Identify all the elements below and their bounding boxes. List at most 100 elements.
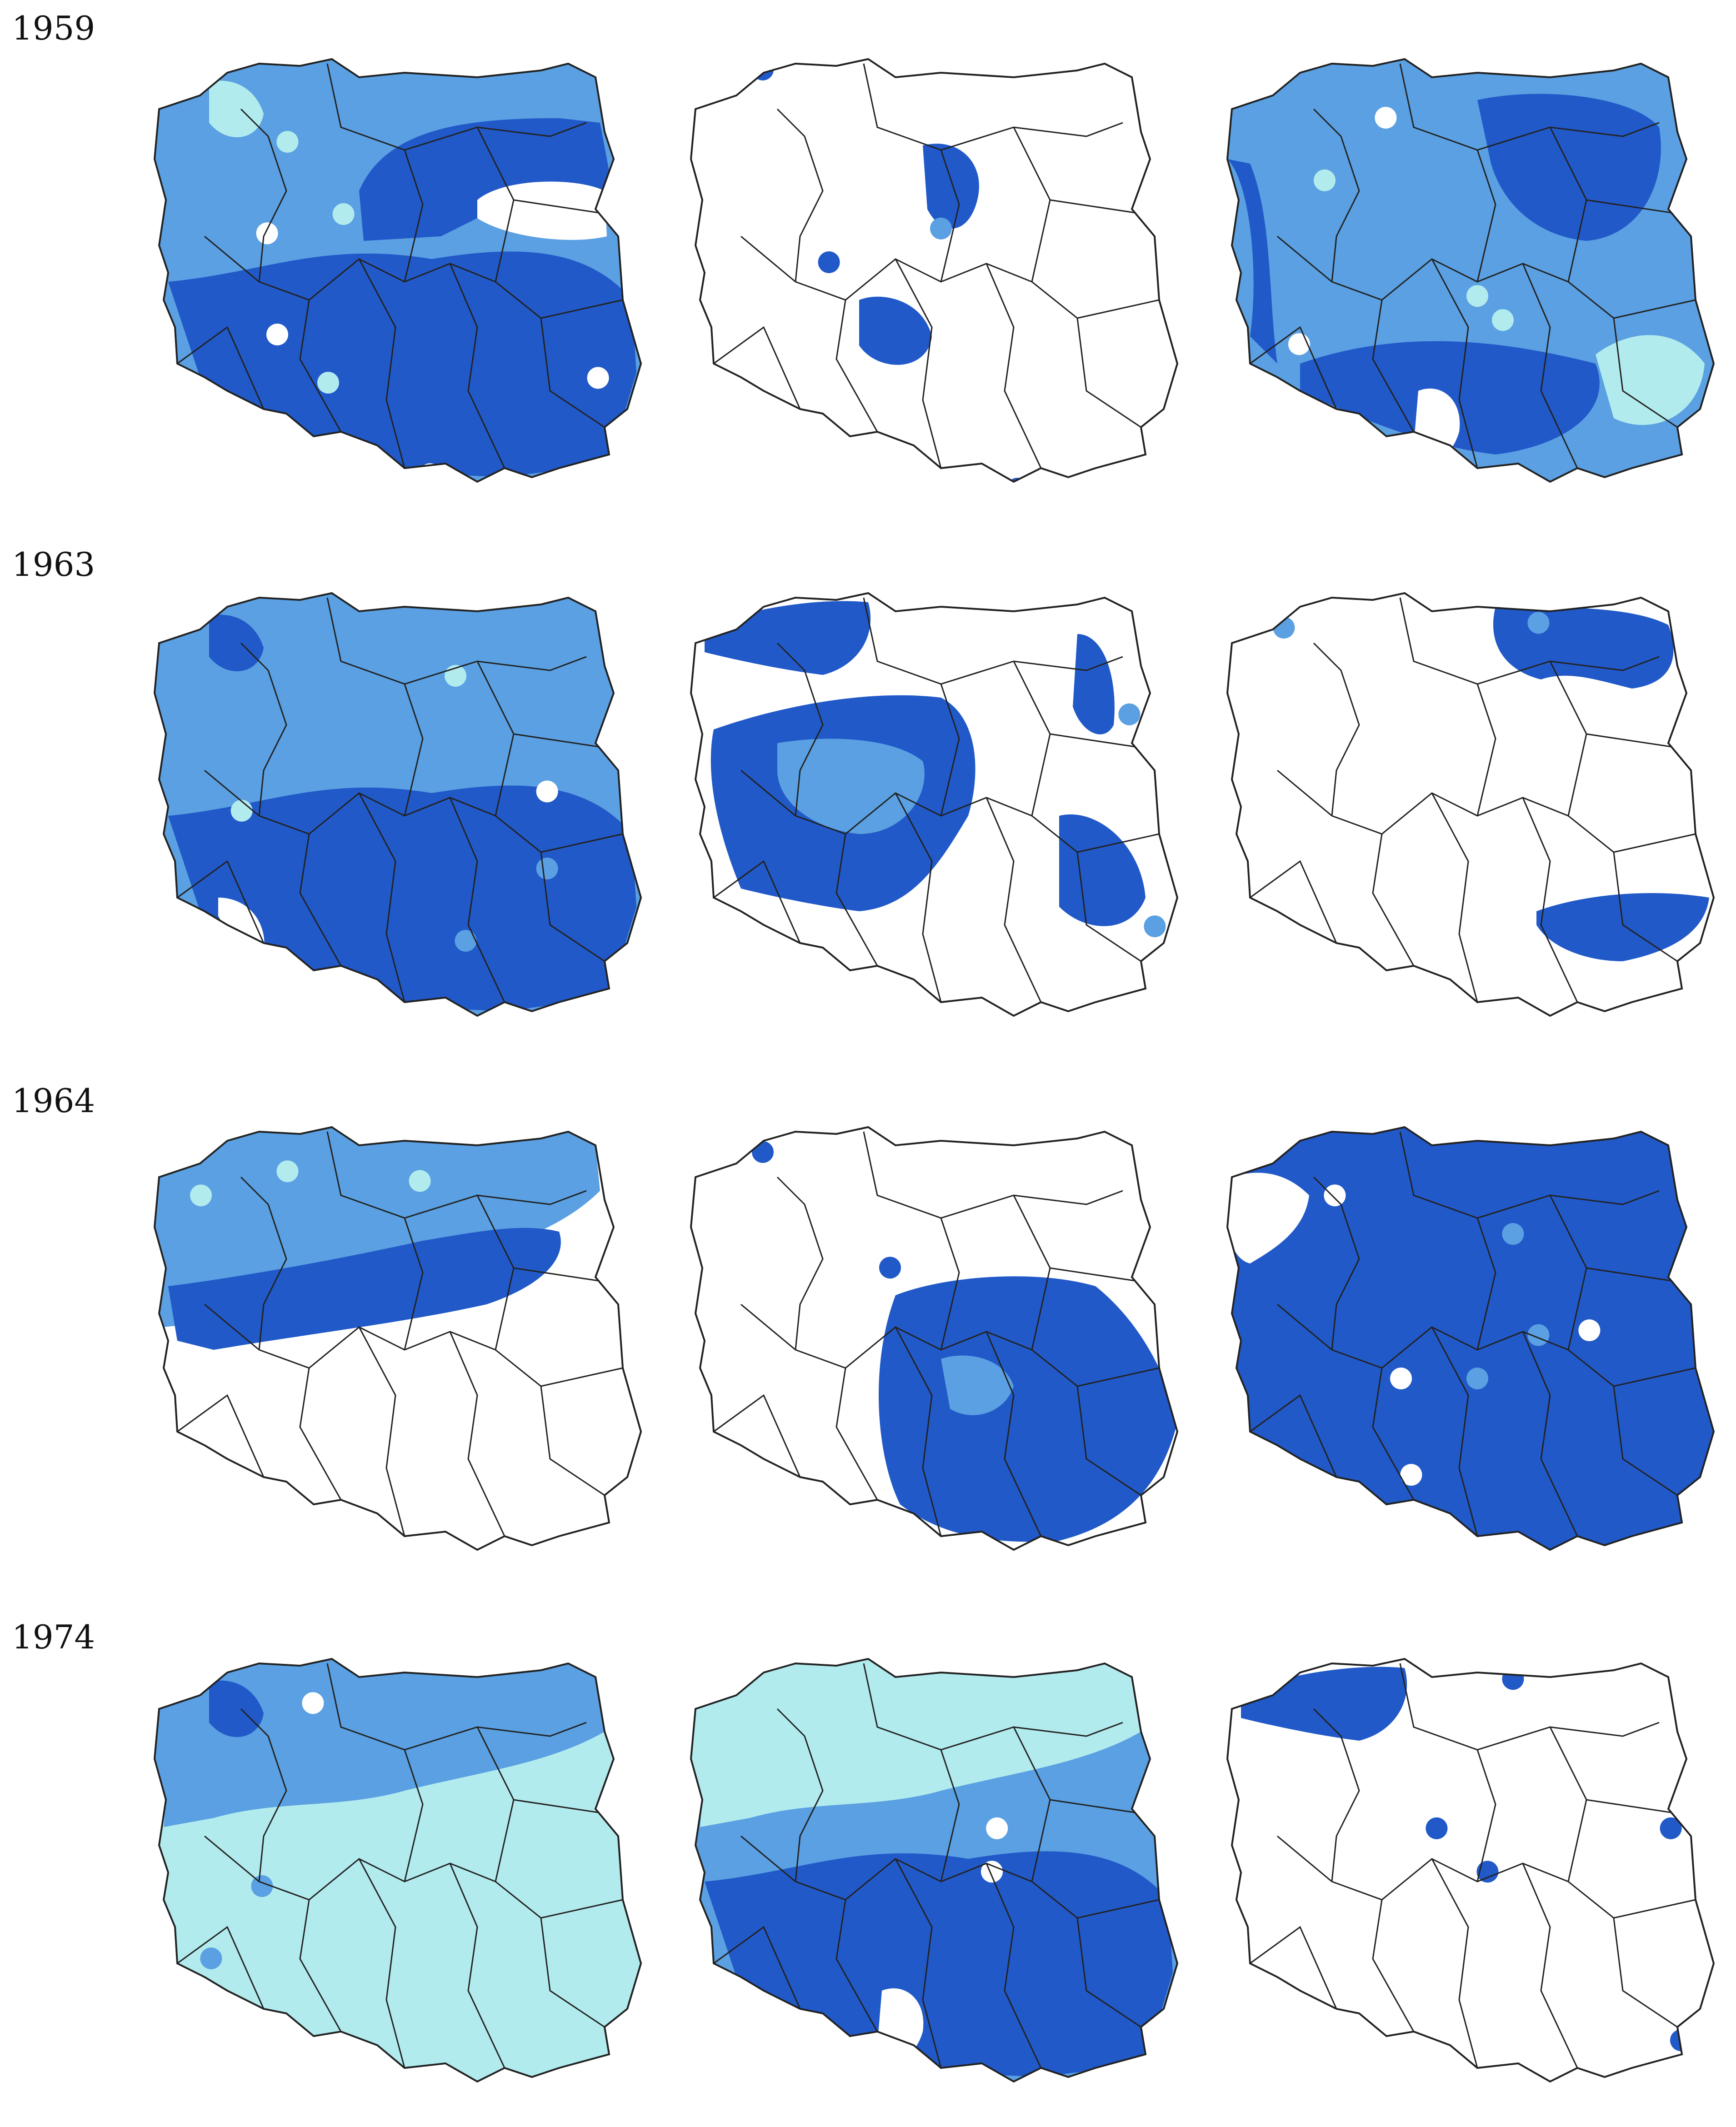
map-spot	[332, 203, 355, 225]
province-border	[1399, 1663, 1660, 1751]
province-border	[713, 860, 801, 944]
province-border	[740, 235, 796, 283]
province-border	[1076, 318, 1141, 428]
country-outline	[690, 1658, 1179, 2083]
province-border	[449, 263, 505, 469]
province-border	[986, 263, 1042, 469]
map-spot	[1466, 1368, 1488, 1389]
map-region-nwedge	[1227, 1173, 1309, 1263]
province-border	[513, 1799, 605, 1814]
province-border	[1050, 199, 1141, 215]
province-border	[940, 1749, 960, 1882]
map-fill-layer	[155, 1659, 641, 2082]
map-spot	[1466, 285, 1488, 307]
map-fill-layer	[691, 1659, 1177, 2082]
province-border	[1399, 597, 1660, 685]
map-spot	[1006, 478, 1028, 482]
map-spot	[1324, 1184, 1346, 1207]
province-border	[513, 733, 605, 749]
province-border	[895, 1327, 942, 1537]
province-border	[326, 63, 587, 151]
province-border	[540, 318, 605, 428]
map-spot	[536, 780, 558, 803]
map-1964-panel-3	[1223, 1113, 1732, 1595]
province-border	[177, 1926, 265, 2009]
map-fill-layer	[155, 1127, 641, 1550]
map-spot	[1476, 1861, 1499, 1883]
province-border	[1250, 860, 1337, 944]
province-border	[1372, 300, 1415, 432]
map-fill-layer	[155, 59, 641, 482]
map-spot	[266, 324, 288, 345]
map-svg-1959-2	[690, 58, 1179, 483]
province-border	[835, 1899, 878, 2032]
map-spot	[752, 59, 774, 80]
province-border	[1586, 1799, 1678, 1814]
province-border	[259, 792, 496, 835]
province-border	[299, 300, 342, 432]
province-border	[895, 259, 942, 469]
province-border	[835, 300, 878, 432]
province-border	[259, 1326, 496, 1369]
year-label-1974: 1974	[12, 1618, 95, 1656]
map-region-nwspot	[209, 80, 264, 138]
province-border	[358, 1858, 405, 2068]
map-region-south	[705, 1851, 1173, 2077]
map-fill-layer	[691, 593, 1177, 1016]
year-label-1964: 1964	[12, 1082, 95, 1120]
province-border	[1313, 1176, 1360, 1350]
province-border	[449, 1331, 505, 1537]
province-border	[1431, 1858, 1478, 2068]
province-border	[940, 684, 960, 816]
map-region-eastcolumn	[1059, 634, 1146, 926]
country-outline	[1226, 58, 1715, 483]
map-region-eastnotch	[477, 181, 607, 240]
province-border	[326, 597, 587, 685]
province-border	[358, 793, 405, 1003]
map-spot	[1314, 169, 1336, 191]
map-spot	[1390, 1368, 1412, 1389]
province-border	[776, 642, 824, 816]
map-spot	[190, 1184, 212, 1207]
province-border	[404, 1218, 424, 1350]
province-border	[1331, 792, 1569, 835]
map-spot	[409, 1170, 431, 1192]
province-border	[1313, 108, 1360, 282]
map-region-nwspot	[209, 614, 264, 672]
province-border	[1476, 684, 1496, 816]
province-border	[1476, 1749, 1496, 1882]
province-border	[895, 793, 942, 1003]
province-border	[449, 797, 505, 1003]
country-outline	[690, 58, 1179, 483]
map-1974-panel-2	[686, 1645, 1196, 2127]
map-spot	[1660, 1817, 1682, 1839]
province-border	[259, 258, 496, 301]
province-border	[404, 150, 424, 282]
province-border	[540, 1917, 605, 2028]
map-svg-1964-3	[1226, 1126, 1715, 1551]
province-border	[940, 150, 960, 282]
map-1959-panel-1	[150, 45, 659, 527]
province-border	[776, 108, 824, 282]
province-border	[358, 259, 405, 469]
country-outline	[690, 1126, 1179, 1551]
map-svg-1959-1	[153, 58, 642, 483]
province-border	[1331, 1858, 1569, 1901]
province-border	[713, 1926, 801, 2009]
map-spot	[587, 367, 609, 389]
province-border	[1050, 733, 1141, 749]
province-border	[895, 1858, 942, 2068]
map-region-sebar	[1536, 893, 1709, 961]
province-border	[1522, 1331, 1578, 1537]
map-fill-layer	[1227, 59, 1714, 482]
province-border	[1522, 263, 1578, 469]
province-border	[1277, 1835, 1332, 1882]
map-spot	[986, 1817, 1008, 1839]
province-border	[1399, 63, 1660, 151]
province-border	[1250, 1394, 1337, 1478]
province-border	[986, 1331, 1042, 1537]
province-border	[1372, 834, 1415, 966]
province-border	[358, 1327, 405, 1537]
map-spot	[1288, 333, 1310, 355]
map-svg-1964-1	[153, 1126, 642, 1551]
